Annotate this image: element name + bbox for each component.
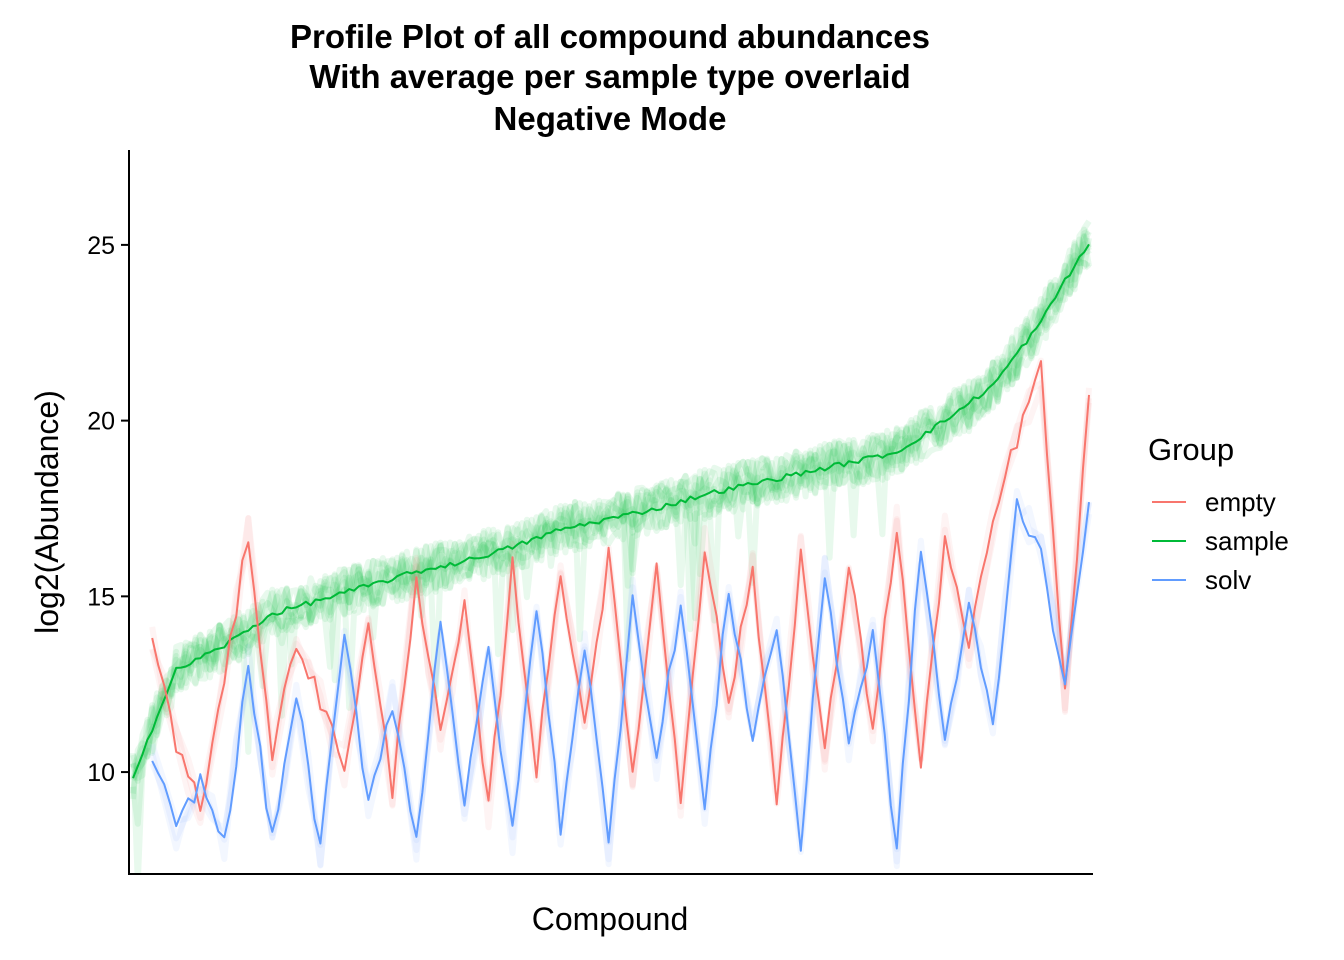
y-axis-title: log2(Abundance) xyxy=(29,390,65,634)
chart-title-line-2: With average per sample type overlaid xyxy=(309,58,910,95)
legend: Group empty sample solv xyxy=(1148,432,1289,595)
plot-area xyxy=(130,219,1092,874)
replicate-line-sample xyxy=(130,233,1092,770)
y-tick-label: 20 xyxy=(87,408,115,436)
series-line-solv xyxy=(151,498,1090,852)
chart-title: Profile Plot of all compound abundances … xyxy=(290,18,930,137)
legend-label-empty: empty xyxy=(1205,487,1276,517)
axes: 10 15 20 25 xyxy=(87,150,1093,875)
replicate-line-sample xyxy=(130,228,1091,800)
replicate-line-sample xyxy=(130,226,1092,781)
x-axis-title: Compound xyxy=(532,901,689,937)
series-line-sample xyxy=(132,243,1090,779)
legend-label-solv: solv xyxy=(1205,565,1251,595)
chart-title-line-1: Profile Plot of all compound abundances xyxy=(290,18,930,55)
legend-label-sample: sample xyxy=(1205,526,1289,556)
series-line-empty xyxy=(151,360,1090,812)
y-tick-label: 15 xyxy=(87,583,115,611)
replicate-line-sample xyxy=(130,219,1092,784)
legend-title: Group xyxy=(1148,432,1234,467)
replicate-line-sample xyxy=(130,241,1092,795)
y-tick-label: 10 xyxy=(87,759,115,787)
y-tick-label: 25 xyxy=(87,232,115,260)
chart-title-line-3: Negative Mode xyxy=(494,100,727,137)
replicate-line-sample xyxy=(130,239,1092,874)
